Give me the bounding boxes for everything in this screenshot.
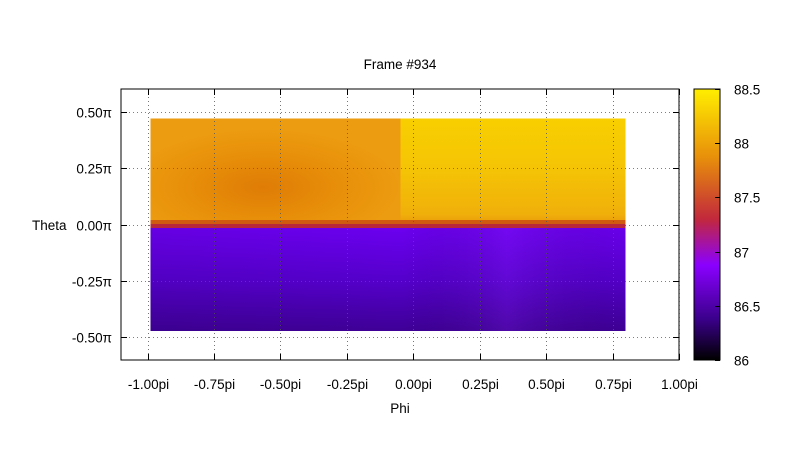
colorbar-tick-label: 86.5 (734, 300, 760, 315)
x-tick-label: -0.25pi (327, 377, 368, 392)
y-tick-label: -0.25π (72, 275, 112, 290)
y-tick-label: 0.00π (76, 219, 112, 234)
colorbar-tick-label: 88 (734, 137, 749, 152)
y-tick-label: -0.50π (72, 331, 112, 346)
heatmap-region-upper-left (150, 118, 401, 225)
colorbar-tick-label: 87.5 (734, 191, 760, 206)
y-tick-label: 0.50π (76, 106, 112, 121)
x-tick-label: 0.00pi (395, 377, 432, 392)
x-tick-label: -0.50pi (260, 377, 301, 392)
x-tick-label: -0.75pi (194, 377, 235, 392)
colorbar-tick-label: 88.5 (734, 83, 760, 98)
colorbar-gradient (693, 88, 721, 361)
x-axis-ticks: -1.00pi -0.75pi -0.50pi -0.25pi 0.00pi 0.25pi… (128, 89, 698, 392)
heatmap-data (150, 118, 626, 331)
y-axis-label: Theta (32, 218, 67, 233)
x-tick-label: 0.25pi (462, 377, 499, 392)
colorbar-tick-label: 86 (734, 354, 749, 369)
x-tick-label: 1.00pi (661, 377, 698, 392)
colorbar-tick-label: 87 (734, 246, 749, 261)
x-tick-label: -1.00pi (128, 377, 169, 392)
colorbar-ticks: 86 86.5 87 87.5 88 88.5 (715, 83, 760, 369)
colorbar: 86 86.5 87 87.5 88 88.5 (693, 83, 760, 369)
chart-title: Frame #934 (364, 57, 437, 72)
y-axis-ticks: 0.50π 0.25π 0.00π -0.25π -0.50π (72, 106, 679, 346)
grid-lines (121, 89, 680, 360)
x-axis-label: Phi (390, 401, 410, 416)
x-tick-label: 0.75pi (595, 377, 632, 392)
heatmap-transition-band (150, 220, 626, 224)
y-tick-label: 0.25π (76, 162, 112, 177)
x-tick-label: 0.50pi (528, 377, 565, 392)
heatmap-region-lower-shade (150, 228, 626, 331)
heatmap-transition-band-2 (150, 224, 626, 228)
heatmap-region-upper-right (400, 118, 626, 225)
